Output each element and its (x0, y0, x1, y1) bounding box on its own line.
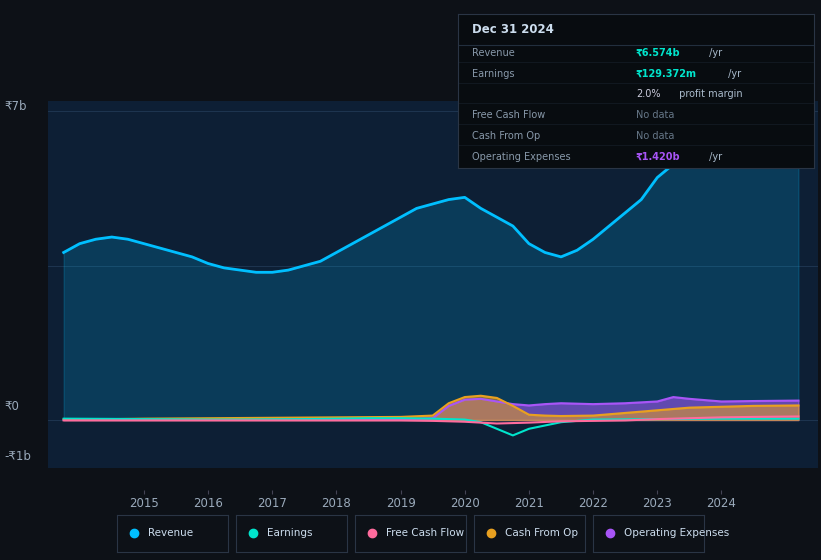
Text: /yr: /yr (705, 152, 722, 162)
Text: ₹0: ₹0 (4, 399, 19, 413)
Text: /yr: /yr (705, 48, 722, 58)
Text: Earnings: Earnings (472, 69, 515, 78)
Text: No data: No data (636, 110, 674, 120)
Text: ₹6.574b: ₹6.574b (636, 48, 681, 58)
Text: Earnings: Earnings (267, 529, 313, 538)
Text: profit margin: profit margin (676, 90, 742, 100)
Text: No data: No data (636, 131, 674, 141)
Text: ₹129.372m: ₹129.372m (636, 69, 697, 78)
Text: -₹1b: -₹1b (4, 450, 31, 463)
Text: /yr: /yr (726, 69, 741, 78)
Text: 2.0%: 2.0% (636, 90, 660, 100)
Text: ₹1.420b: ₹1.420b (636, 152, 681, 162)
Text: Cash From Op: Cash From Op (472, 131, 540, 141)
Text: Free Cash Flow: Free Cash Flow (472, 110, 546, 120)
Text: Operating Expenses: Operating Expenses (624, 529, 729, 538)
Text: Revenue: Revenue (472, 48, 515, 58)
Text: Operating Expenses: Operating Expenses (472, 152, 571, 162)
Text: Cash From Op: Cash From Op (505, 529, 578, 538)
Text: Revenue: Revenue (148, 529, 193, 538)
Text: ₹7b: ₹7b (4, 100, 26, 113)
Text: Free Cash Flow: Free Cash Flow (386, 529, 464, 538)
Text: Dec 31 2024: Dec 31 2024 (472, 24, 554, 36)
